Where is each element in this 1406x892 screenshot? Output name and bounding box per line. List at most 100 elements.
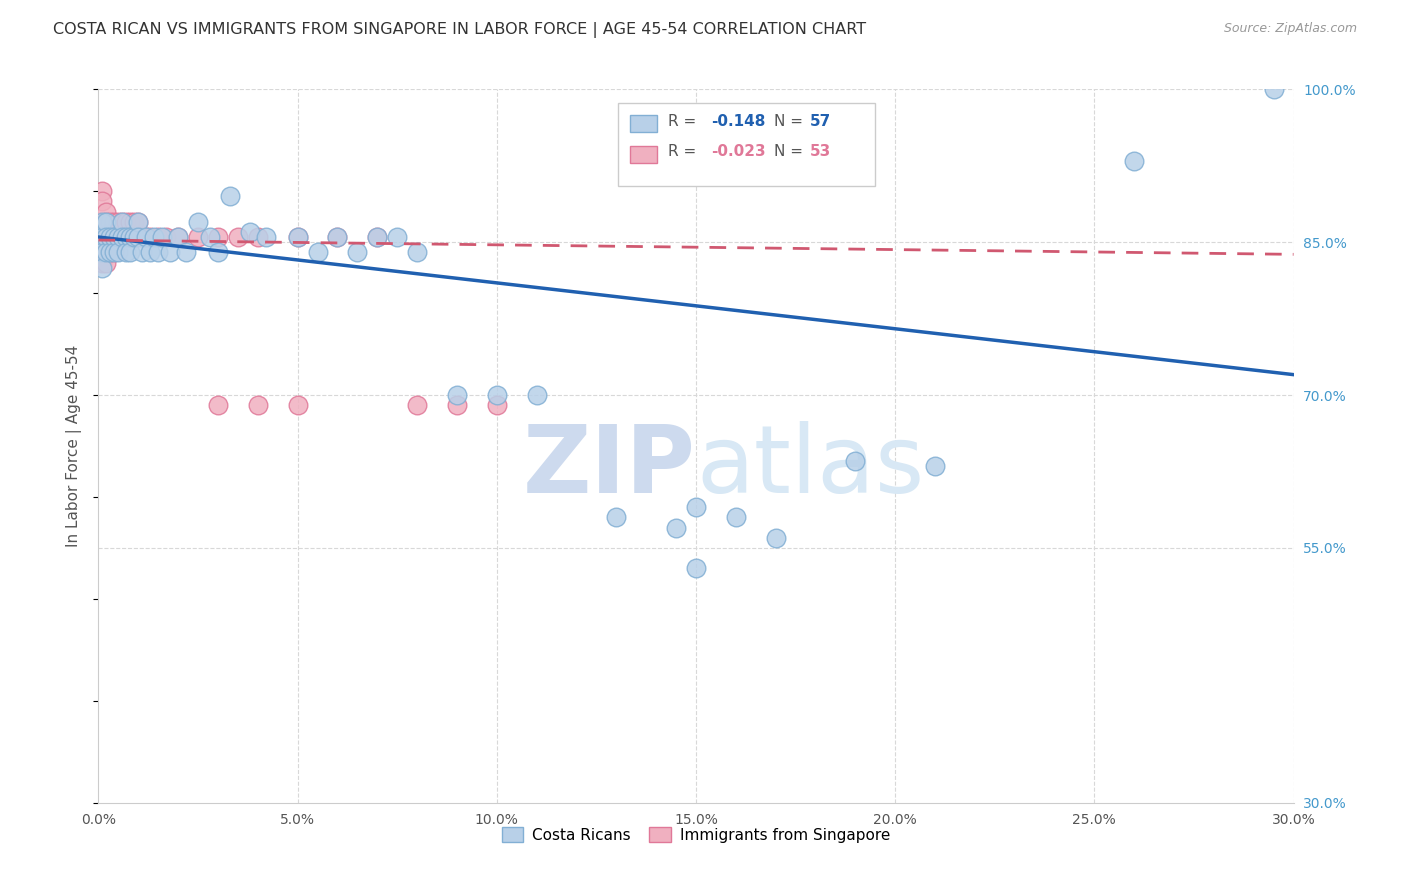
Point bbox=[103, 245, 125, 260]
Point bbox=[446, 388, 468, 402]
Point bbox=[366, 230, 388, 244]
Text: ZIP: ZIP bbox=[523, 421, 696, 514]
Point bbox=[485, 398, 508, 412]
Point bbox=[107, 235, 129, 249]
Point bbox=[96, 245, 118, 260]
Point bbox=[91, 235, 114, 249]
Point bbox=[91, 225, 114, 239]
Point bbox=[287, 230, 309, 244]
Point bbox=[167, 230, 190, 244]
Point bbox=[115, 230, 138, 244]
Text: atlas: atlas bbox=[696, 421, 924, 514]
Point bbox=[385, 230, 409, 244]
Point bbox=[246, 398, 269, 412]
Point bbox=[124, 230, 146, 244]
Text: 57: 57 bbox=[810, 114, 831, 128]
Point bbox=[139, 230, 162, 244]
Point bbox=[765, 531, 787, 545]
Point bbox=[115, 215, 138, 229]
Point bbox=[174, 245, 197, 260]
Point bbox=[98, 230, 122, 244]
Point bbox=[91, 245, 114, 260]
Point bbox=[665, 520, 688, 534]
Point bbox=[1123, 153, 1146, 168]
Point bbox=[485, 388, 508, 402]
Point bbox=[143, 230, 166, 244]
Point bbox=[96, 215, 118, 229]
Point bbox=[111, 230, 134, 244]
Legend: Costa Ricans, Immigrants from Singapore: Costa Ricans, Immigrants from Singapore bbox=[496, 821, 896, 848]
Point bbox=[91, 230, 114, 244]
Text: 53: 53 bbox=[810, 145, 831, 160]
Point bbox=[287, 230, 309, 244]
Point bbox=[207, 245, 229, 260]
Point bbox=[91, 245, 114, 260]
Point bbox=[103, 225, 125, 239]
Point bbox=[148, 245, 170, 260]
Point bbox=[107, 245, 129, 260]
Text: R =: R = bbox=[668, 114, 702, 128]
Text: N =: N = bbox=[773, 145, 807, 160]
Point bbox=[207, 398, 229, 412]
Point bbox=[98, 245, 122, 260]
Point bbox=[96, 204, 118, 219]
Point bbox=[91, 255, 114, 269]
Point bbox=[326, 230, 349, 244]
Point bbox=[124, 230, 146, 244]
Point bbox=[131, 245, 153, 260]
Point bbox=[131, 230, 153, 244]
Text: COSTA RICAN VS IMMIGRANTS FROM SINGAPORE IN LABOR FORCE | AGE 45-54 CORRELATION : COSTA RICAN VS IMMIGRANTS FROM SINGAPORE… bbox=[53, 22, 866, 38]
Point bbox=[207, 230, 229, 244]
Point bbox=[406, 245, 429, 260]
Point bbox=[107, 230, 129, 244]
Point bbox=[107, 215, 129, 229]
Point bbox=[111, 215, 134, 229]
Point bbox=[107, 225, 129, 239]
Point bbox=[135, 230, 157, 244]
Point bbox=[446, 398, 468, 412]
Point bbox=[98, 245, 122, 260]
Point bbox=[605, 510, 627, 524]
Point bbox=[198, 230, 221, 244]
Point bbox=[844, 454, 866, 468]
Point bbox=[103, 235, 125, 249]
Point bbox=[254, 230, 277, 244]
Point bbox=[120, 230, 142, 244]
Point bbox=[307, 245, 329, 260]
Point bbox=[924, 459, 946, 474]
Text: -0.023: -0.023 bbox=[711, 145, 766, 160]
Text: Source: ZipAtlas.com: Source: ZipAtlas.com bbox=[1223, 22, 1357, 36]
Point bbox=[96, 255, 118, 269]
Point bbox=[98, 225, 122, 239]
Point bbox=[685, 500, 707, 515]
Text: N =: N = bbox=[773, 114, 807, 128]
Point bbox=[219, 189, 242, 203]
Point bbox=[685, 561, 707, 575]
Point bbox=[239, 225, 262, 239]
Point bbox=[127, 215, 149, 229]
Text: R =: R = bbox=[668, 145, 702, 160]
Point bbox=[346, 245, 368, 260]
Point bbox=[167, 230, 190, 244]
Point bbox=[91, 215, 114, 229]
Point bbox=[115, 230, 138, 244]
Point bbox=[96, 215, 118, 229]
Point bbox=[127, 230, 149, 244]
Point bbox=[148, 230, 170, 244]
Point bbox=[103, 245, 125, 260]
Point bbox=[96, 230, 118, 244]
Point bbox=[135, 230, 157, 244]
Point bbox=[91, 260, 114, 275]
Point bbox=[187, 215, 209, 229]
Point bbox=[111, 230, 134, 244]
Point bbox=[98, 235, 122, 249]
Point bbox=[187, 230, 209, 244]
Point bbox=[127, 215, 149, 229]
Point bbox=[120, 245, 142, 260]
Point bbox=[120, 215, 142, 229]
Point bbox=[91, 215, 114, 229]
Point bbox=[115, 245, 138, 260]
Point bbox=[326, 230, 349, 244]
Point bbox=[526, 388, 548, 402]
FancyBboxPatch shape bbox=[619, 103, 876, 186]
